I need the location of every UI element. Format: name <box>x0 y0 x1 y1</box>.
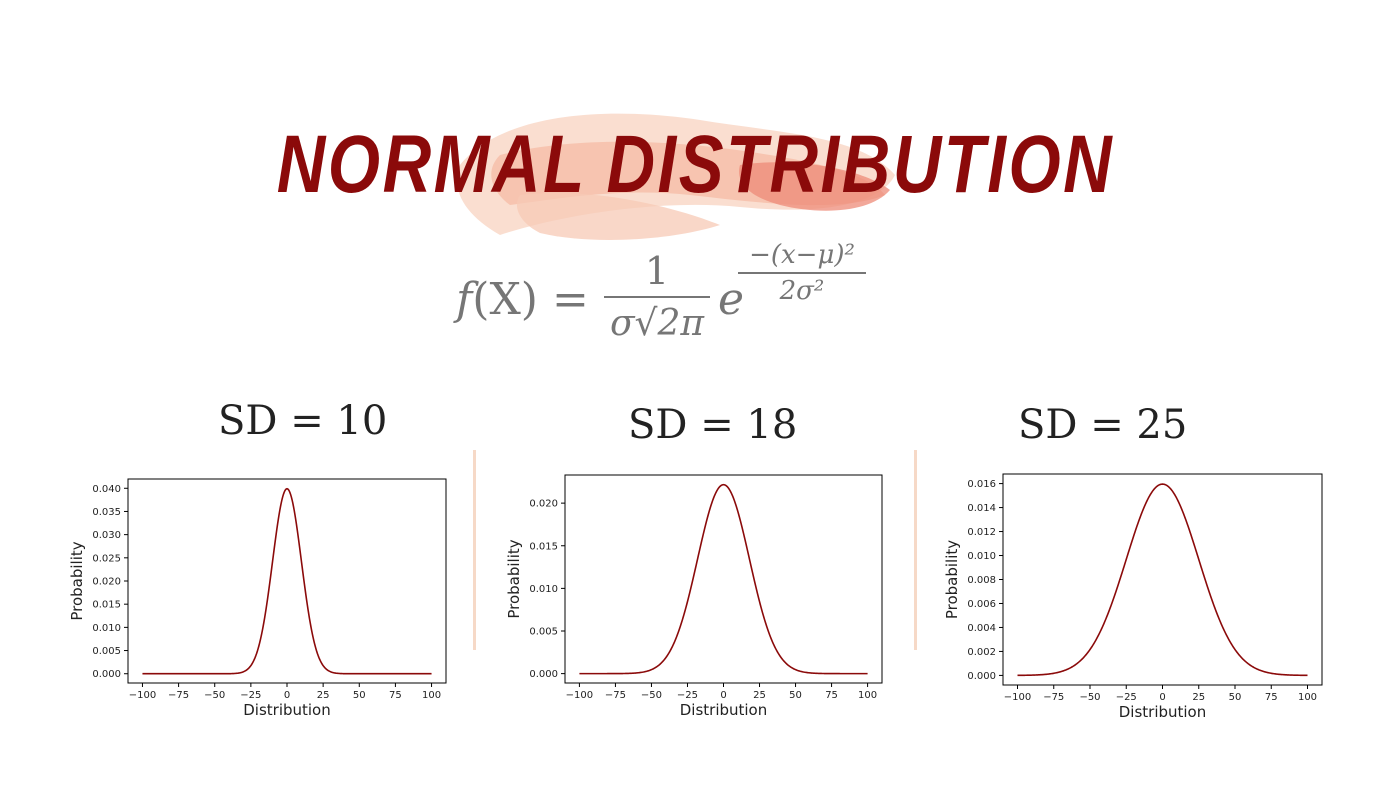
x-tick-label: −75 <box>605 690 626 701</box>
y-tick-label: 0.002 <box>967 647 996 658</box>
y-tick-label: 0.006 <box>967 599 996 610</box>
y-tick-label: 0.000 <box>967 671 996 682</box>
density-curve <box>579 483 868 675</box>
y-tick-label: 0.004 <box>967 623 996 634</box>
formula-exponent-numerator: −(x−μ)² <box>749 240 855 270</box>
x-tick-label: 75 <box>825 690 838 701</box>
x-tick-label: 25 <box>753 690 766 701</box>
formula-numerator: 1 <box>644 249 670 293</box>
x-tick-label: −25 <box>240 690 261 701</box>
x-tick-label: 25 <box>317 690 330 701</box>
y-tick-label: 0.035 <box>92 507 121 518</box>
formula-coefficient: 1 σ√2π <box>604 248 710 346</box>
x-tick-label: 75 <box>1265 692 1278 703</box>
y-tick-label: 0.008 <box>967 575 996 586</box>
x-tick-label: 50 <box>789 690 802 701</box>
y-tick-label: 0.005 <box>529 627 558 638</box>
x-tick-label: 100 <box>422 690 441 701</box>
y-tick-label: 0.025 <box>92 553 121 564</box>
y-tick-label: 0.015 <box>529 541 558 552</box>
y-axis-label: Probability <box>943 540 961 619</box>
density-curve <box>142 487 432 675</box>
formula-function-name: f <box>456 274 473 325</box>
plot-frame <box>1002 473 1323 686</box>
y-tick-label: 0.012 <box>967 527 996 538</box>
panel-label-sd-25: SD = 25 <box>1018 402 1188 448</box>
y-axis-label: Probability <box>505 539 523 618</box>
formula-exponential-base: e <box>718 274 745 325</box>
y-tick-label: 0.000 <box>529 669 558 680</box>
x-axis-label: Distribution <box>1119 703 1207 721</box>
x-axis-label: Distribution <box>243 701 331 719</box>
x-tick-label: −50 <box>1079 692 1100 703</box>
y-tick-label: 0.020 <box>92 577 121 588</box>
x-tick-label: 50 <box>1229 692 1242 703</box>
x-tick-label: 0 <box>284 690 290 701</box>
panel-label-sd-10: SD = 10 <box>218 398 388 444</box>
x-tick-label: −75 <box>168 690 189 701</box>
y-tick-label: 0.014 <box>967 503 996 514</box>
x-tick-label: 0 <box>1159 692 1165 703</box>
y-tick-label: 0.010 <box>967 551 996 562</box>
x-tick-label: 100 <box>858 690 877 701</box>
y-tick-label: 0.000 <box>92 669 121 680</box>
x-tick-label: −50 <box>641 690 662 701</box>
formula-argument: (X) = <box>472 274 589 325</box>
page-title: NORMAL DISTRIBUTION <box>276 119 1115 210</box>
y-tick-label: 0.015 <box>92 600 121 611</box>
panel-label-sd-18: SD = 18 <box>628 402 798 448</box>
x-tick-label: −50 <box>204 690 225 701</box>
x-tick-label: −25 <box>677 690 698 701</box>
y-tick-label: 0.020 <box>529 499 558 510</box>
formula-lhs: f(X) = <box>456 274 589 325</box>
formula-exponent-denominator: 2σ² <box>779 276 825 306</box>
x-tick-label: −100 <box>129 690 156 701</box>
y-tick-label: 0.010 <box>92 623 121 634</box>
x-tick-label: −25 <box>1116 692 1137 703</box>
x-tick-label: 75 <box>389 690 402 701</box>
brush-stroke-decoration <box>456 113 895 240</box>
y-axis-label: Probability <box>68 541 86 620</box>
y-tick-label: 0.016 <box>967 479 996 490</box>
x-tick-label: 25 <box>1192 692 1205 703</box>
x-axis-label: Distribution <box>680 701 768 719</box>
x-tick-label: 0 <box>720 690 726 701</box>
formula-denominator: σ√2π <box>609 303 705 344</box>
x-tick-label: −100 <box>1004 692 1031 703</box>
y-tick-label: 0.040 <box>92 484 121 495</box>
panel-divider-left <box>473 450 476 650</box>
formula-fraction-bar <box>604 296 710 298</box>
panel-divider-right <box>914 450 917 650</box>
x-tick-label: −75 <box>1043 692 1064 703</box>
normal-pdf-formula: f(X) = 1 σ√2π e −(x−μ)² 2σ² <box>456 240 896 360</box>
x-tick-label: 50 <box>353 690 366 701</box>
formula-exponent-bar <box>738 272 866 274</box>
density-curve <box>1017 483 1308 677</box>
x-tick-label: −100 <box>566 690 593 701</box>
y-tick-label: 0.005 <box>92 646 121 657</box>
x-tick-label: 100 <box>1298 692 1317 703</box>
y-tick-label: 0.010 <box>529 584 558 595</box>
y-tick-label: 0.030 <box>92 530 121 541</box>
formula-exponent: −(x−μ)² 2σ² <box>738 240 866 306</box>
